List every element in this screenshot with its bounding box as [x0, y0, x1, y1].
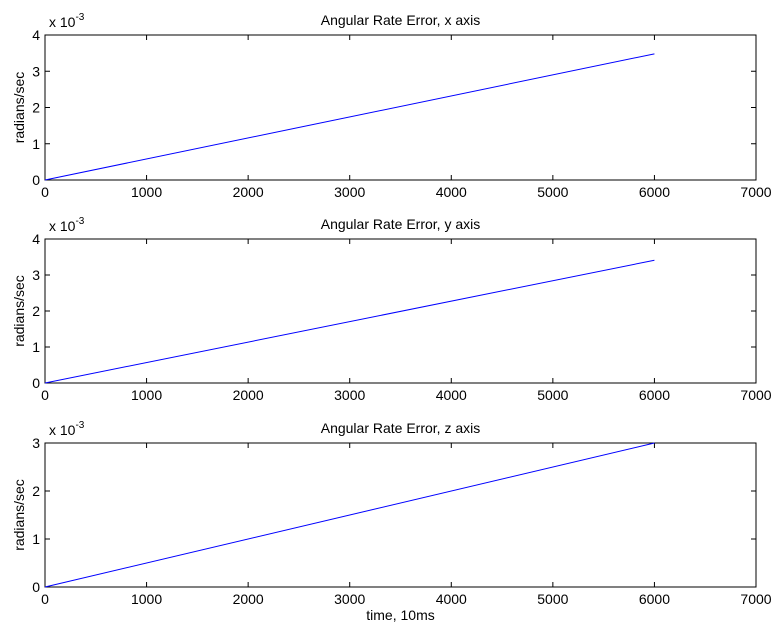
y-tick-label: 4 [32, 27, 40, 43]
x-tick-label: 5000 [537, 387, 568, 403]
x-tick-label: 3000 [334, 184, 365, 200]
y-tick-label: 1 [32, 136, 40, 152]
x-tick-label: 2000 [233, 387, 264, 403]
x-tick-label: 1000 [131, 591, 162, 607]
y-multiplier: x 10-3 [49, 12, 85, 30]
y-tick-label: 0 [32, 375, 40, 391]
x-tick-label: 4000 [436, 387, 467, 403]
y-tick-label: 1 [32, 531, 40, 547]
y-multiplier: x 10-3 [49, 216, 85, 234]
x-tick-label: 0 [41, 387, 49, 403]
subplot-title: Angular Rate Error, y axis [321, 216, 481, 232]
y-multiplier: x 10-3 [49, 420, 85, 438]
x-tick-label: 6000 [639, 184, 670, 200]
x-tick-label: 4000 [436, 184, 467, 200]
y-tick-label: 2 [32, 483, 40, 499]
x-tick-label: 6000 [639, 387, 670, 403]
y-tick-label: 2 [32, 100, 40, 116]
subplot-1: 0 1000 2000 3000 4000 5000 6000 7000 0 1 2 3 4 x 10-3… [11, 12, 772, 200]
x-tick-label: 7000 [740, 591, 771, 607]
subplot-title: Angular Rate Error, x axis [321, 12, 481, 28]
y-tick-label: 0 [32, 579, 40, 595]
y-tick-label: 4 [32, 231, 40, 247]
x-tick-label: 1000 [131, 184, 162, 200]
x-tick-label: 0 [41, 591, 49, 607]
y-axis-label: radians/sec [11, 479, 27, 551]
y-tick-label: 3 [32, 267, 40, 283]
y-axis-label: radians/sec [11, 72, 27, 144]
x-tick-label: 2000 [233, 591, 264, 607]
x-tick-label: 5000 [537, 184, 568, 200]
x-tick-label: 0 [41, 184, 49, 200]
series-line [44, 259, 655, 384]
y-tick-label: 3 [32, 63, 40, 79]
x-tick-label: 2000 [233, 184, 264, 200]
x-tick-label: 3000 [334, 591, 365, 607]
x-tick-label: 7000 [740, 184, 771, 200]
subplot-2: 0 1000 2000 3000 4000 5000 6000 7000 0 1 2 3 4 x 10-3… [11, 216, 772, 403]
series-line [44, 442, 655, 588]
y-axis-label: radians/sec [11, 275, 27, 347]
x-tick-label: 1000 [131, 387, 162, 403]
x-axis-label: time, 10ms [366, 607, 434, 623]
y-tick-label: 0 [32, 172, 40, 188]
x-tick-label: 4000 [436, 591, 467, 607]
x-tick-label: 5000 [537, 591, 568, 607]
x-tick-label: 3000 [334, 387, 365, 403]
x-tick-label: 6000 [639, 591, 670, 607]
subplot-title: Angular Rate Error, z axis [321, 420, 481, 436]
y-tick-label: 1 [32, 339, 40, 355]
subplot-3: 0 1000 2000 3000 4000 5000 6000 7000 0 1 2 3 x 10-3 A… [11, 420, 772, 623]
x-tick-label: 7000 [740, 387, 771, 403]
series-line [44, 53, 655, 181]
y-tick-label: 2 [32, 303, 40, 319]
y-tick-label: 3 [32, 435, 40, 451]
plot-frame [44, 442, 757, 588]
